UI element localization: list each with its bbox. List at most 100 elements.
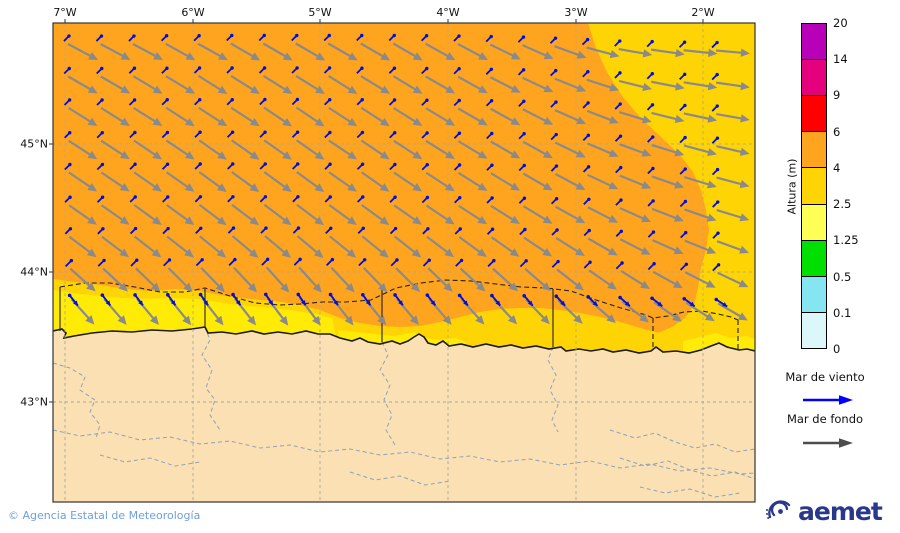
arrow-pair [323,33,358,61]
arrow-pair [64,162,98,192]
arrow-pair [356,98,390,127]
swell-arrow [200,267,223,290]
swell-arrow [489,76,517,92]
arrow-pair [291,97,325,127]
colorbar-tick-label: 20 [833,16,848,30]
swell-arrow [328,204,354,223]
arrow-pair [129,195,162,225]
arrow-pair [714,297,748,321]
swell-arrow [522,140,550,157]
swell-arrow [554,45,583,58]
swell-arrow [263,203,289,224]
swell-arrow-icon [803,438,853,448]
arrow-pair [161,98,195,127]
arrow-pair [193,34,228,61]
province-border [349,471,451,486]
arrow-pair [647,262,683,289]
swell-arrow [522,76,550,92]
arrow-pair [425,293,452,325]
x-tick-label: 3°W [564,6,588,19]
swell-arrow [425,171,452,190]
swell-arrow [330,266,352,290]
swell-legend-label: Mar de fondo [786,412,864,426]
swell-arrow [100,139,127,158]
swell-arrow [295,42,322,59]
arrow-pair [550,164,586,190]
y-tick-label: 45°N [20,137,48,151]
swell-arrow [328,106,354,125]
arrow-pair [64,227,97,258]
swell-arrow [198,106,224,125]
swell-arrow [133,235,159,256]
arrow-pair [389,162,423,192]
arrow-pair [263,292,289,326]
swell-arrow [716,145,745,154]
swell-arrow [651,175,680,187]
arrow-pair [63,34,99,60]
swell-arrow [716,240,745,253]
swell-arrow [135,267,158,290]
swell-arrow [716,112,746,121]
swell-arrow [651,143,680,155]
swell-arrow [99,43,127,59]
arrow-pair [582,70,620,92]
arrow-pair [614,39,653,58]
arrow-pair [679,262,716,288]
swell-arrow [165,171,191,190]
arrow-pair [615,261,650,290]
swell-arrow [490,107,517,124]
swell-arrow [295,75,322,93]
swell-arrow [165,139,192,158]
arrow-pair [550,132,586,158]
swell-arrow [458,172,484,190]
swell-arrow [651,111,680,121]
arrow-pair [453,163,488,192]
swell-arrow [263,106,289,125]
arrow-pair [582,133,619,157]
arrow-pair [356,130,390,160]
arrow-pair [457,293,485,325]
arrow-pair [615,198,652,223]
arrow-pair [193,66,228,95]
arrow-pair [324,162,357,192]
swell-arrow [586,78,615,90]
swell-arrow [425,107,452,125]
arrow-pair [517,68,554,93]
arrow-pair [421,163,455,192]
arrow-pair [194,162,227,192]
swell-arrow [68,139,94,158]
colorbar-segment [802,168,826,205]
arrow-pair [680,230,717,254]
swell-arrow [360,75,387,93]
arrow-pair [393,293,419,326]
arrow-pair [195,258,225,293]
swell-arrow [715,49,746,55]
arrow-pair [357,226,389,258]
arrow-pair [259,195,292,226]
arrow-pair [162,195,195,225]
arrow-pair [195,226,227,258]
swell-arrow [587,237,614,254]
swell-arrow [556,268,581,289]
arrow-pair [679,167,717,189]
arrow-pair [582,165,619,190]
swell-arrow [425,42,452,59]
arrow-pair [453,131,488,159]
colorbar-segment [802,312,826,348]
arrow-pair [328,292,354,326]
swell-arrow [554,173,582,189]
province-border [201,326,221,431]
arrow-pair [226,130,260,160]
swell-arrow [166,235,191,256]
arrow-pair [194,130,227,160]
swell-arrow [683,49,713,55]
arrow-pair [519,259,551,292]
arrow-pair [160,34,196,61]
colorbar-tick-label: 14 [833,52,848,67]
swell-arrow [360,106,387,125]
arrow-pair [357,195,390,225]
swell-arrow [619,174,648,188]
x-tick-label: 4°W [436,6,460,19]
colorbar-tick-label: 9 [833,88,841,103]
